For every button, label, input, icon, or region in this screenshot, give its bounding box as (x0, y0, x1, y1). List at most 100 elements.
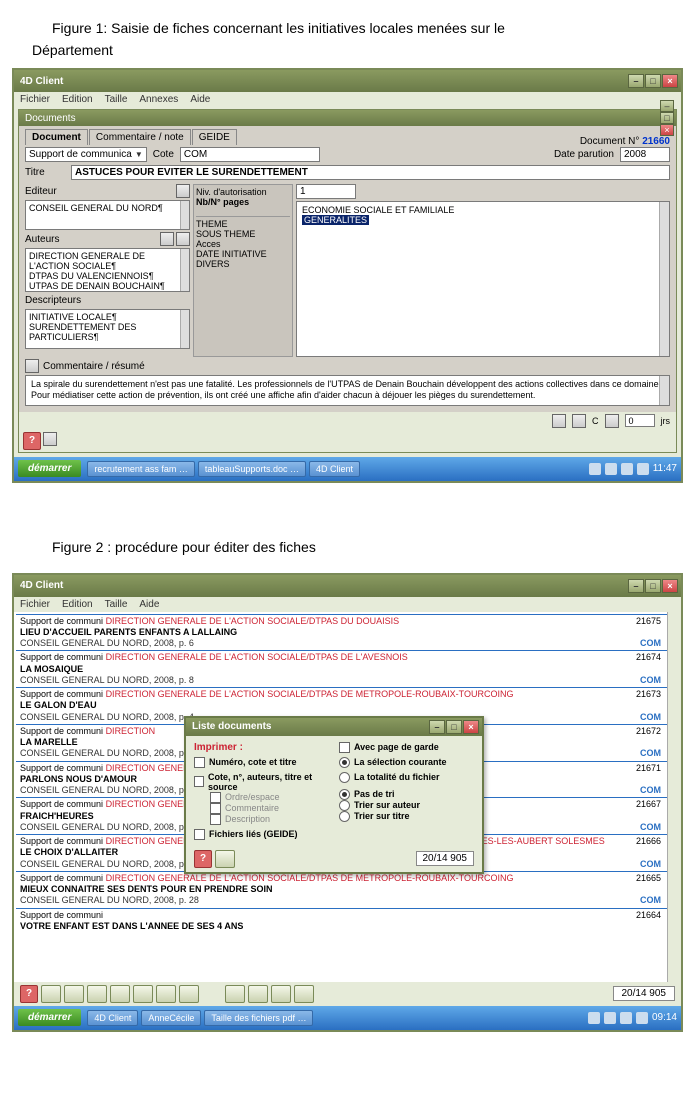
date-field[interactable]: 2008 (620, 147, 670, 162)
status-ic1[interactable] (552, 414, 566, 428)
minimize-button[interactable]: – (628, 579, 644, 593)
sub1: Ordre/espace (225, 792, 280, 802)
tb1[interactable] (41, 985, 61, 1003)
maximize-button[interactable]: □ (645, 579, 661, 593)
menu-edition[interactable]: Edition (62, 599, 93, 610)
tray-icon[interactable] (620, 1012, 632, 1024)
inner-close[interactable]: × (660, 124, 674, 136)
tb3[interactable] (87, 985, 107, 1003)
rb-pastri[interactable] (339, 789, 350, 800)
editor-btn[interactable] (176, 184, 190, 198)
app-title2: 4D Client (20, 580, 63, 591)
maximize-button[interactable]: □ (645, 74, 661, 88)
menu-edition[interactable]: Edition (62, 94, 93, 105)
rb-triauteur[interactable] (339, 800, 350, 811)
dialog-title: Liste documents (192, 721, 271, 732)
tb8[interactable] (225, 985, 245, 1003)
tab-document[interactable]: Document (25, 129, 88, 145)
tb10[interactable] (271, 985, 291, 1003)
task-item-1[interactable]: tableauSupports.doc … (198, 461, 306, 477)
rb-trititre[interactable] (339, 811, 350, 822)
menu-aide[interactable]: Aide (139, 599, 159, 610)
comment-box[interactable]: La spirale du surendettement n'est pas u… (25, 375, 670, 406)
scrollbar[interactable] (180, 201, 189, 229)
menu-annexes[interactable]: Annexes (139, 94, 178, 105)
inner-minimize[interactable]: – (660, 100, 674, 112)
tab-geide[interactable]: GEIDE (192, 129, 237, 145)
jrs-field[interactable]: 0 (625, 414, 655, 427)
tray-icon[interactable] (604, 1012, 616, 1024)
authors-btn1[interactable] (160, 232, 174, 246)
tb9[interactable] (248, 985, 268, 1003)
tb7[interactable] (179, 985, 199, 1003)
row-prefix: Support de communi (20, 799, 103, 809)
menu-fichier[interactable]: Fichier (20, 599, 50, 610)
author-3: UTPAS DE DENAIN BOUCHAIN¶ (29, 281, 186, 291)
task-item-2[interactable]: Taille des fichiers pdf … (204, 1010, 313, 1026)
scrollbar[interactable] (667, 612, 681, 982)
tb6[interactable] (156, 985, 176, 1003)
help-button2[interactable]: ? (20, 985, 38, 1003)
scrollbar[interactable] (180, 310, 189, 348)
titre-field[interactable]: ASTUCES POUR EVITER LE SURENDETTEMENT (71, 165, 670, 180)
row-direction: DIRECTION GENERA (106, 799, 196, 809)
dlg-min[interactable]: – (429, 720, 445, 734)
cb-numero[interactable] (194, 757, 205, 768)
task-item-1[interactable]: AnneCécile (141, 1010, 201, 1026)
tray-icon[interactable] (636, 1012, 648, 1024)
help-button[interactable]: ? (23, 432, 41, 450)
tray-icon[interactable] (637, 463, 649, 475)
tab-commentaire[interactable]: Commentaire / note (89, 129, 191, 145)
support-select[interactable]: Support de communica (25, 147, 147, 162)
authors-btn2[interactable] (176, 232, 190, 246)
scrollbar[interactable] (180, 249, 189, 291)
cb-cote[interactable] (194, 776, 204, 787)
minimize-button[interactable]: – (628, 74, 644, 88)
list-row[interactable]: 21674COMSupport de communi DIRECTION GEN… (16, 650, 679, 687)
row-source: CONSEIL GENERAL DU NORD, 2008, p. 6 (20, 638, 675, 649)
tb4[interactable] (110, 985, 130, 1003)
tray-icon[interactable] (605, 463, 617, 475)
scrollbar[interactable] (659, 202, 669, 356)
list-row[interactable]: 21675COMSupport de communi DIRECTION GEN… (16, 614, 679, 651)
close-button[interactable]: × (662, 74, 678, 88)
dlg-ok[interactable] (215, 850, 235, 868)
task-item-2[interactable]: 4D Client (309, 461, 360, 477)
support-label: Support de communica (29, 149, 132, 160)
list-row[interactable]: 21665COMSupport de communi DIRECTION GEN… (16, 871, 679, 908)
menu-taille[interactable]: Taille (105, 599, 128, 610)
dlg-help[interactable]: ? (194, 850, 212, 868)
rb-totalite[interactable] (339, 772, 350, 783)
scrollbar[interactable] (659, 376, 669, 405)
category-area[interactable]: ECONOMIE SOCIALE ET FAMILIALE GENERALITE… (296, 201, 670, 357)
start-button[interactable]: démarrer (18, 460, 81, 477)
rb-selection[interactable] (339, 757, 350, 768)
tb11[interactable] (294, 985, 314, 1003)
cote-field[interactable]: COM (180, 147, 320, 162)
tray-icon[interactable] (589, 463, 601, 475)
close-button[interactable]: × (662, 579, 678, 593)
menu-fichier[interactable]: Fichier (20, 94, 50, 105)
tb2[interactable] (64, 985, 84, 1003)
task-item-0[interactable]: recrutement ass fam … (87, 461, 195, 477)
list-row[interactable]: 21664Support de communi VOTRE ENFANT EST… (16, 908, 679, 934)
menu-aide[interactable]: Aide (190, 94, 210, 105)
cb-fichiers[interactable] (194, 829, 205, 840)
authors-list[interactable]: DIRECTION GENERALE DE L'ACTION SOCIALE¶ … (25, 248, 190, 292)
task-item-0[interactable]: 4D Client (87, 1010, 138, 1026)
tb5[interactable] (133, 985, 153, 1003)
tool-btn[interactable] (43, 432, 57, 446)
menu-taille[interactable]: Taille (105, 94, 128, 105)
dlg-max[interactable]: □ (446, 720, 462, 734)
start-button[interactable]: démarrer (18, 1009, 81, 1026)
dlg-close[interactable]: × (463, 720, 479, 734)
editor-list[interactable]: CONSEIL GENERAL DU NORD¶ (25, 200, 190, 230)
status-ic2[interactable] (572, 414, 586, 428)
inner-maximize[interactable]: □ (660, 112, 674, 124)
status-ic3[interactable] (605, 414, 619, 428)
pages-field[interactable]: 1 (296, 184, 356, 199)
tray-icon[interactable] (621, 463, 633, 475)
tray-icon[interactable] (588, 1012, 600, 1024)
desc-list[interactable]: INITIATIVE LOCALE¶ SURENDETTEMENT DES PA… (25, 309, 190, 349)
cb-avecpage[interactable] (339, 742, 350, 753)
